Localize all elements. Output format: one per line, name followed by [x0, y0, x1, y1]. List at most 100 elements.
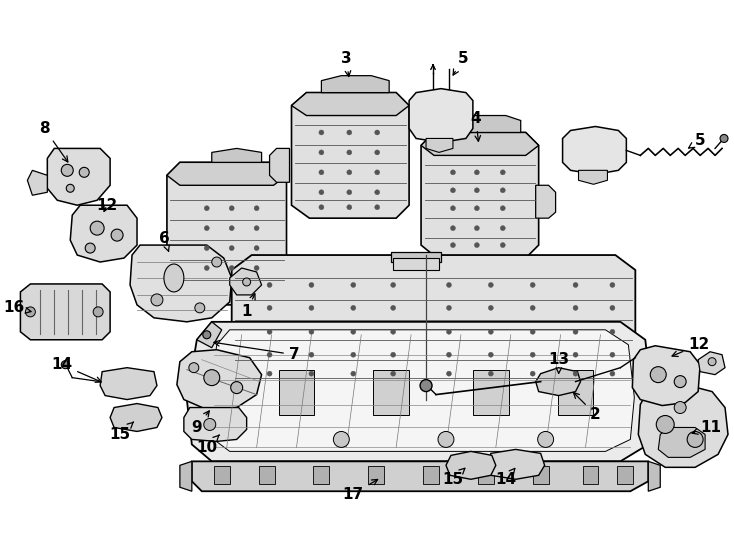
Text: 1: 1: [241, 294, 255, 319]
Circle shape: [229, 266, 234, 271]
Circle shape: [530, 306, 535, 310]
Circle shape: [254, 226, 259, 231]
Polygon shape: [423, 467, 439, 484]
Circle shape: [501, 188, 505, 193]
Polygon shape: [583, 467, 598, 484]
Circle shape: [501, 242, 505, 247]
Circle shape: [267, 352, 272, 357]
Circle shape: [474, 226, 479, 231]
Polygon shape: [210, 330, 634, 451]
Circle shape: [212, 257, 222, 267]
Circle shape: [267, 282, 272, 287]
Circle shape: [390, 371, 396, 376]
Circle shape: [66, 184, 74, 192]
Polygon shape: [473, 370, 509, 415]
Circle shape: [151, 294, 163, 306]
Text: 14: 14: [495, 468, 516, 487]
Polygon shape: [47, 148, 110, 205]
Circle shape: [351, 371, 356, 376]
Polygon shape: [100, 368, 157, 400]
Circle shape: [254, 206, 259, 211]
Circle shape: [675, 402, 686, 414]
Circle shape: [319, 205, 324, 210]
Polygon shape: [232, 375, 636, 400]
Polygon shape: [446, 451, 495, 480]
Polygon shape: [184, 408, 247, 441]
Circle shape: [204, 246, 209, 251]
Circle shape: [501, 170, 505, 175]
Text: 16: 16: [3, 300, 31, 315]
Circle shape: [656, 415, 675, 434]
Polygon shape: [177, 350, 261, 409]
Circle shape: [319, 170, 324, 175]
Text: 15: 15: [443, 468, 465, 487]
Circle shape: [451, 170, 455, 175]
Circle shape: [474, 242, 479, 247]
Circle shape: [720, 134, 728, 143]
Circle shape: [319, 190, 324, 195]
Circle shape: [488, 306, 493, 310]
Circle shape: [573, 306, 578, 310]
Circle shape: [375, 190, 379, 195]
Circle shape: [254, 266, 259, 271]
Text: 9: 9: [192, 411, 209, 435]
Polygon shape: [648, 461, 661, 491]
Circle shape: [446, 282, 451, 287]
Circle shape: [474, 170, 479, 175]
Circle shape: [204, 266, 209, 271]
Circle shape: [229, 246, 234, 251]
Polygon shape: [321, 76, 389, 92]
Circle shape: [573, 329, 578, 334]
Circle shape: [573, 371, 578, 376]
Circle shape: [243, 278, 250, 286]
Circle shape: [390, 282, 396, 287]
Circle shape: [351, 329, 356, 334]
Circle shape: [319, 150, 324, 155]
Polygon shape: [27, 170, 47, 195]
Polygon shape: [391, 252, 441, 262]
Polygon shape: [487, 449, 545, 480]
Polygon shape: [110, 403, 162, 431]
Circle shape: [346, 130, 352, 135]
Circle shape: [488, 282, 493, 287]
Text: 12: 12: [96, 198, 117, 213]
Polygon shape: [278, 370, 314, 415]
Circle shape: [530, 352, 535, 357]
Polygon shape: [639, 384, 728, 467]
Circle shape: [195, 303, 205, 313]
Text: 8: 8: [39, 121, 68, 162]
Circle shape: [61, 361, 69, 369]
Polygon shape: [698, 352, 725, 375]
Circle shape: [204, 418, 216, 430]
Circle shape: [229, 206, 234, 211]
Text: 4: 4: [470, 111, 482, 141]
Text: 13: 13: [548, 352, 570, 373]
Text: 5: 5: [453, 51, 468, 75]
Polygon shape: [232, 255, 636, 389]
Circle shape: [203, 331, 211, 339]
Text: 11: 11: [692, 420, 721, 435]
Text: 2: 2: [573, 393, 601, 422]
Ellipse shape: [164, 264, 184, 292]
Polygon shape: [578, 170, 608, 184]
Circle shape: [530, 371, 535, 376]
Circle shape: [530, 282, 535, 287]
Polygon shape: [658, 428, 705, 457]
Circle shape: [474, 206, 479, 211]
Circle shape: [61, 164, 73, 177]
Circle shape: [390, 329, 396, 334]
Polygon shape: [478, 467, 494, 484]
Polygon shape: [451, 116, 520, 132]
Circle shape: [687, 431, 703, 448]
Circle shape: [451, 242, 455, 247]
Polygon shape: [70, 205, 137, 262]
Circle shape: [230, 382, 243, 394]
Circle shape: [610, 282, 615, 287]
Polygon shape: [269, 148, 289, 183]
Circle shape: [610, 329, 615, 334]
Circle shape: [488, 329, 493, 334]
Circle shape: [111, 229, 123, 241]
Circle shape: [267, 329, 272, 334]
Circle shape: [390, 352, 396, 357]
Polygon shape: [536, 185, 556, 218]
